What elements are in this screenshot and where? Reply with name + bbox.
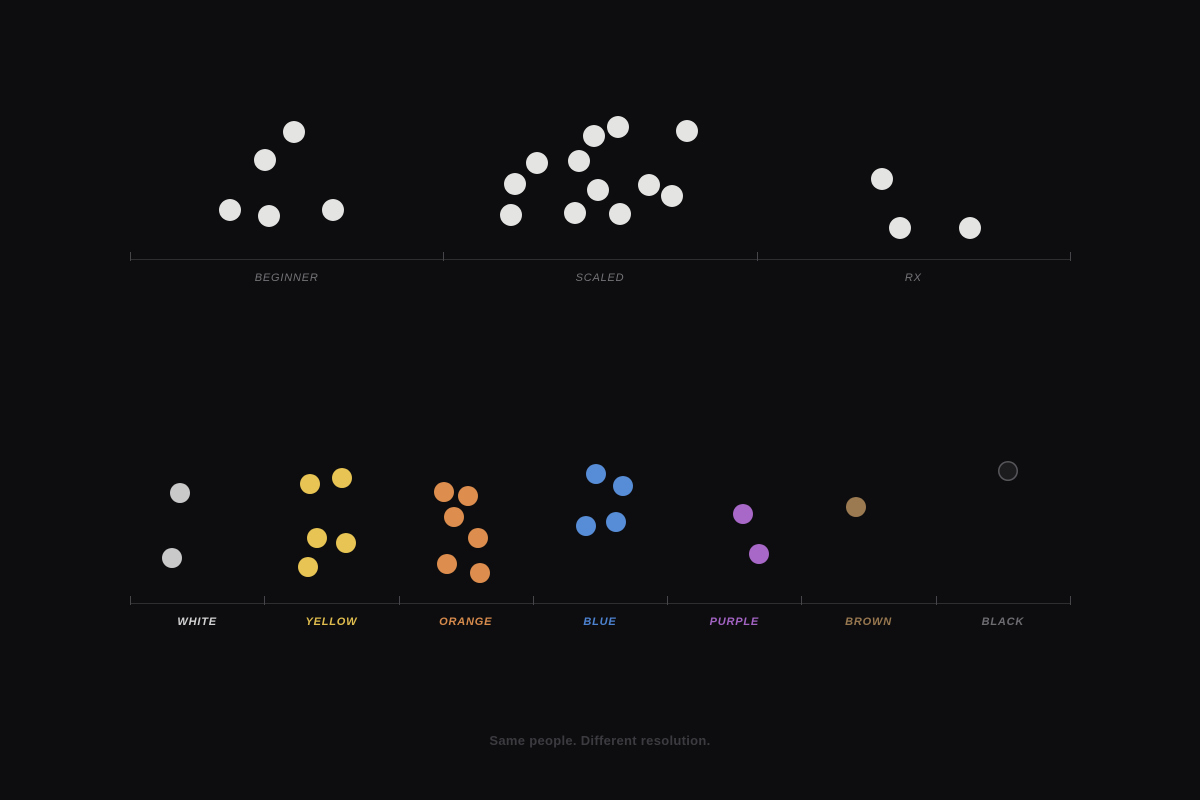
dot-blue bbox=[576, 516, 596, 536]
axis-tick bbox=[1070, 596, 1071, 605]
dot-yellow bbox=[307, 528, 327, 548]
axis-tick bbox=[801, 596, 803, 605]
dot-blue bbox=[586, 464, 606, 484]
caption: Same people. Different resolution. bbox=[489, 733, 711, 748]
axis-tick bbox=[935, 596, 937, 605]
dot-yellow bbox=[300, 474, 320, 494]
axis-tick bbox=[532, 596, 534, 605]
category-label-blue: BLUE bbox=[583, 616, 617, 628]
dot-scaled bbox=[568, 150, 590, 172]
dot-beginner bbox=[258, 205, 280, 227]
dot-rx bbox=[959, 217, 981, 239]
dot-rx bbox=[871, 168, 893, 190]
dot-beginner bbox=[254, 149, 276, 171]
axis-tick bbox=[264, 596, 266, 605]
category-label-white: WHITE bbox=[177, 616, 217, 628]
dot-scaled bbox=[564, 202, 586, 224]
axis-tick bbox=[1070, 252, 1071, 261]
category-label-scaled: SCALED bbox=[575, 272, 625, 284]
dot-beginner bbox=[219, 199, 241, 221]
axis-line bbox=[130, 259, 1070, 260]
dot-scaled bbox=[609, 203, 631, 225]
dot-beginner bbox=[283, 121, 305, 143]
dot-white bbox=[162, 548, 182, 568]
axis-tick bbox=[667, 596, 669, 605]
category-label-beginner: BEGINNER bbox=[254, 272, 319, 284]
dot-scaled bbox=[583, 125, 605, 147]
dot-orange bbox=[434, 482, 454, 502]
dot-orange bbox=[437, 554, 457, 574]
dot-beginner bbox=[322, 199, 344, 221]
category-label-brown: BROWN bbox=[845, 616, 892, 628]
dot-orange bbox=[468, 528, 488, 548]
dot-rx bbox=[889, 217, 911, 239]
dot-yellow bbox=[298, 557, 318, 577]
dot-orange bbox=[470, 563, 490, 583]
dot-yellow bbox=[332, 468, 352, 488]
dot-blue bbox=[613, 476, 633, 496]
dot-brown bbox=[846, 497, 866, 517]
dot-white bbox=[170, 483, 190, 503]
category-label-black: BLACK bbox=[981, 616, 1025, 628]
category-label-rx: RX bbox=[904, 272, 922, 284]
dot-blue bbox=[606, 512, 626, 532]
category-label-orange: ORANGE bbox=[439, 616, 493, 628]
dot-purple bbox=[749, 544, 769, 564]
category-label-purple: PURPLE bbox=[709, 616, 759, 628]
dot-scaled bbox=[638, 174, 660, 196]
dot-scaled bbox=[504, 173, 526, 195]
dot-purple bbox=[733, 504, 753, 524]
dot-scaled bbox=[587, 179, 609, 201]
dot-black bbox=[998, 461, 1018, 481]
dot-scaled bbox=[661, 185, 683, 207]
dot-scaled bbox=[607, 116, 629, 138]
dot-scaled bbox=[526, 152, 548, 174]
dot-scaled bbox=[500, 204, 522, 226]
dot-yellow bbox=[336, 533, 356, 553]
axis-tick bbox=[443, 252, 445, 261]
axis-tick bbox=[130, 596, 131, 605]
category-label-yellow: YELLOW bbox=[305, 616, 358, 628]
axis-tick bbox=[756, 252, 758, 261]
axis-line bbox=[130, 603, 1070, 604]
dot-scaled bbox=[676, 120, 698, 142]
axis-tick bbox=[398, 596, 400, 605]
axis-tick bbox=[130, 252, 131, 261]
dot-orange bbox=[444, 507, 464, 527]
dot-orange bbox=[458, 486, 478, 506]
